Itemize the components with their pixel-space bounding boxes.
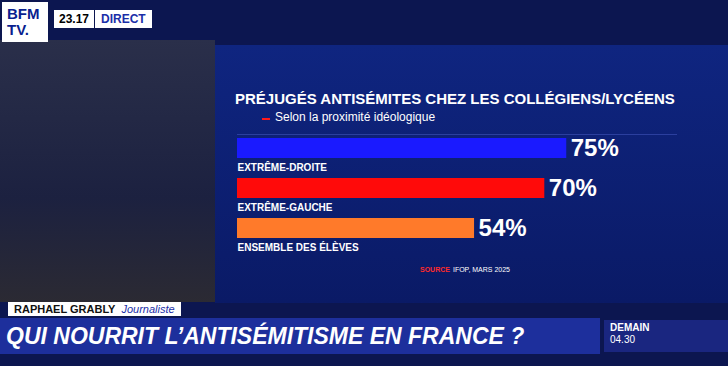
html-text:DEMAIN: DEMAIN (610, 322, 650, 333)
html-text:TV.: TV. (7, 21, 29, 38)
svg-text:EXTRÊME-GAUCHE: EXTRÊME-GAUCHE (238, 201, 333, 213)
html-text:DIRECT: DIRECT (101, 12, 146, 26)
svg-text:70%: 70% (549, 174, 597, 201)
html-text:RAPHAEL GRABLY: RAPHAEL GRABLY (14, 303, 116, 315)
html-text:SOURCE: SOURCE (420, 266, 450, 273)
html-text:Selon la proximité idéologique: Selon la proximité idéologique (275, 110, 436, 124)
html-text:Journaliste: Journaliste (121, 303, 175, 315)
svg-text:75%: 75% (571, 134, 619, 161)
html-text:23.17: 23.17 (59, 12, 89, 26)
svg-text:ENSEMBLE DES ÉLÈVES: ENSEMBLE DES ÉLÈVES (238, 241, 359, 253)
html-text:QUI NOURRIT L’ANTISÉMITISME EN: QUI NOURRIT L’ANTISÉMITISME EN FRANCE ? (6, 323, 525, 349)
html-text:PRÉJUGÉS ANTISÉMITES CHEZ LES: PRÉJUGÉS ANTISÉMITES CHEZ LES COLLÉGIENS… (235, 90, 675, 107)
html-text:IFOP, MARS 2025: IFOP, MARS 2025 (453, 266, 510, 273)
html-text:04.30: 04.30 (610, 334, 635, 345)
svg-text:54%: 54% (479, 214, 527, 241)
html-text:BFM: BFM (7, 5, 40, 22)
svg-text:EXTRÊME-DROITE: EXTRÊME-DROITE (238, 161, 328, 173)
